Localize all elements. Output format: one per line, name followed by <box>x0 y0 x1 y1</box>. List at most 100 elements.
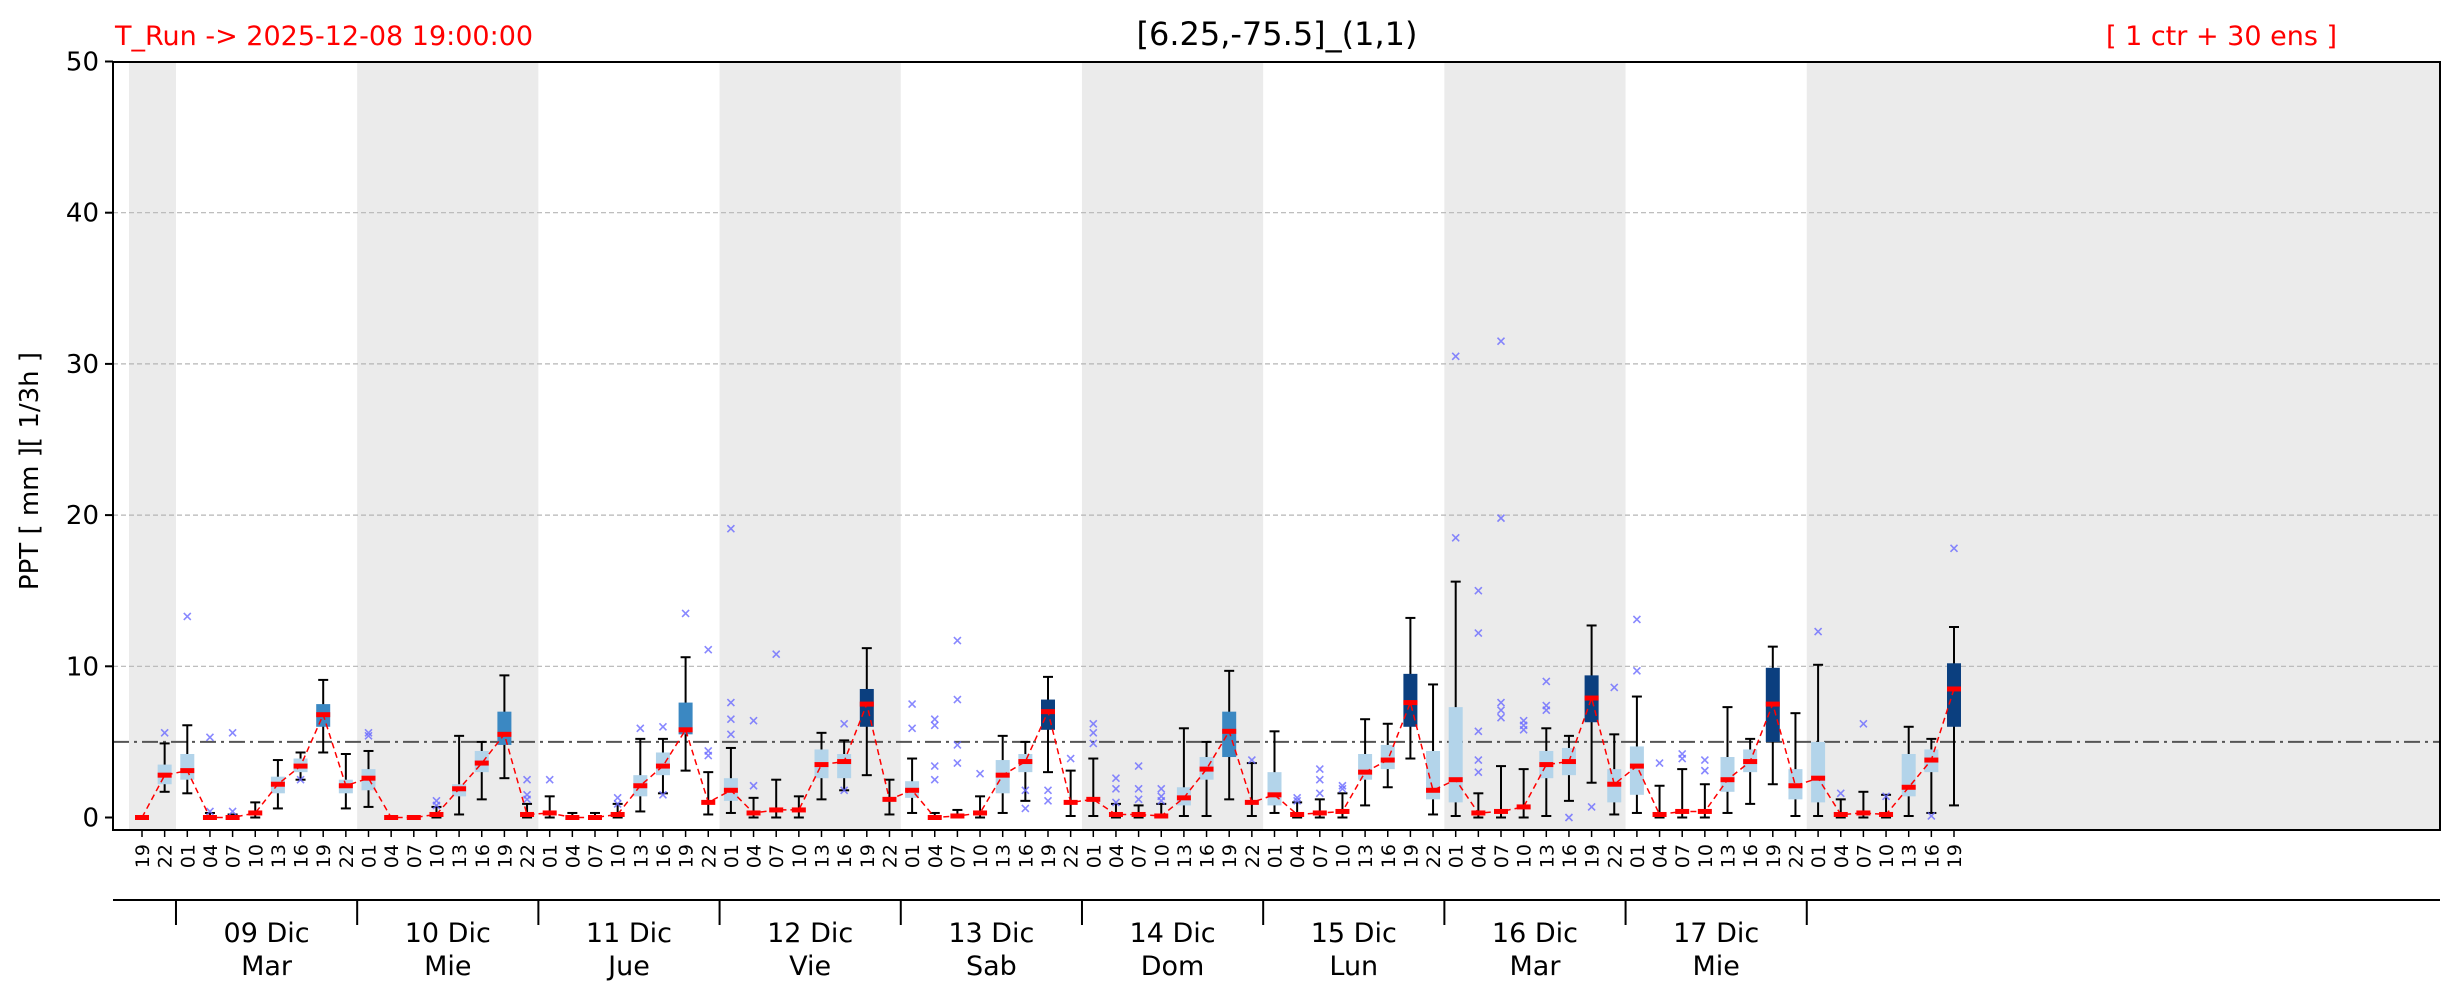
outlier-mark <box>522 795 532 804</box>
outlier-mark <box>1632 666 1641 675</box>
box-item <box>1292 793 1303 819</box>
day-date-label: 09 Dic <box>224 918 310 949</box>
median-mark <box>1788 783 1803 789</box>
day-weekday-label: Mar <box>241 951 293 982</box>
outlier-mark <box>930 762 939 771</box>
outlier-mark <box>704 751 713 760</box>
x-tick-label: 19 <box>1582 844 1604 868</box>
outlier-mark <box>1089 719 1098 728</box>
y-tick-label: 10 <box>66 652 99 682</box>
median-mark <box>1743 759 1758 765</box>
day-shade-band <box>129 62 176 830</box>
outlier-mark <box>1451 533 1460 542</box>
x-tick-label: 16 <box>1015 844 1037 868</box>
median-mark <box>610 811 625 817</box>
x-tick-label: 16 <box>1378 844 1400 868</box>
x-tick-label: 04 <box>744 844 766 868</box>
x-tick-label: 22 <box>879 844 901 868</box>
outlier-mark <box>1496 713 1506 722</box>
median-mark <box>1607 781 1622 787</box>
x-tick-label: 22 <box>1423 844 1445 868</box>
x-tick-label: 19 <box>132 844 154 868</box>
median-mark <box>1561 759 1576 765</box>
x-tick-label: 04 <box>1106 844 1128 868</box>
x-tick-label: 19 <box>1038 844 1060 868</box>
day-weekday-label: Mie <box>1692 951 1739 982</box>
x-tick-label: 01 <box>1265 844 1287 868</box>
median-mark <box>338 783 353 789</box>
outlier-mark <box>1111 784 1121 793</box>
outlier-mark <box>1043 786 1053 795</box>
median-mark <box>429 811 444 817</box>
box-item <box>1518 716 1529 819</box>
outlier-mark <box>726 715 735 724</box>
x-tick-label: 07 <box>947 844 969 868</box>
x-tick-label: 04 <box>1650 844 1672 868</box>
box-item <box>1629 615 1644 814</box>
x-tick-label: 13 <box>630 844 652 868</box>
outlier-mark <box>1700 755 1709 765</box>
median-mark <box>723 787 738 793</box>
outlier-mark <box>1474 586 1483 595</box>
day-date-label: 10 Dic <box>405 918 491 949</box>
x-tick-label: 07 <box>223 844 245 868</box>
median-mark <box>1879 811 1894 817</box>
box-item <box>678 609 693 772</box>
outlier-mark <box>1134 762 1143 771</box>
outlier-mark <box>658 790 668 799</box>
median-mark <box>248 810 263 816</box>
outlier-mark <box>1474 755 1483 765</box>
x-tick-label: 04 <box>562 844 584 868</box>
median-mark <box>1765 701 1780 707</box>
outlier-mark <box>183 612 192 621</box>
x-tick-label: 10 <box>1695 844 1717 868</box>
median-mark <box>361 775 376 781</box>
outlier-mark <box>1859 719 1868 728</box>
box-item <box>180 612 195 795</box>
outlier-mark <box>975 769 985 778</box>
median-mark <box>1108 811 1123 817</box>
day-weekday-label: Sab <box>966 951 1017 982</box>
x-tick-label: 13 <box>449 844 471 868</box>
y-tick-label: 20 <box>66 501 99 531</box>
day-date-label: 17 Dic <box>1673 918 1759 949</box>
iqr-box <box>859 688 874 727</box>
median-mark <box>293 763 308 769</box>
outlier-mark <box>704 645 713 654</box>
median-mark <box>542 810 557 816</box>
outlier-mark <box>1474 727 1483 736</box>
x-tick-label: 01 <box>359 844 381 868</box>
outlier-mark <box>1542 706 1551 715</box>
median-mark <box>633 783 648 789</box>
y-tick-label: 50 <box>66 48 99 78</box>
x-tick-label: 07 <box>1491 844 1513 868</box>
x-tick-label: 10 <box>1332 844 1354 868</box>
median-mark <box>995 772 1010 778</box>
outlier-mark <box>1700 766 1709 775</box>
iqr-box <box>1380 744 1395 770</box>
outlier-mark <box>1655 759 1664 768</box>
median-mark <box>1063 799 1078 805</box>
outlier-mark <box>1338 784 1347 793</box>
outlier-mark <box>749 781 758 790</box>
x-tick-label: 01 <box>1446 844 1468 868</box>
outlier-mark <box>1474 768 1483 777</box>
median-mark <box>1358 769 1373 775</box>
median-mark <box>1901 784 1916 790</box>
x-tick-label: 22 <box>336 844 358 868</box>
median-mark <box>1833 811 1848 817</box>
y-tick-label: 30 <box>66 350 99 380</box>
outlier-mark <box>658 722 668 731</box>
median-mark <box>1720 777 1735 783</box>
median-mark <box>1629 763 1644 769</box>
outlier-mark <box>953 636 962 645</box>
outlier-mark <box>908 700 917 709</box>
x-tick-label: 10 <box>970 844 992 868</box>
median-mark <box>1924 757 1939 763</box>
median-mark <box>882 796 897 802</box>
median-mark <box>1403 700 1418 706</box>
iqr-box <box>678 702 693 735</box>
day-shade-band <box>1081 62 1264 830</box>
outlier-mark <box>1157 796 1166 805</box>
